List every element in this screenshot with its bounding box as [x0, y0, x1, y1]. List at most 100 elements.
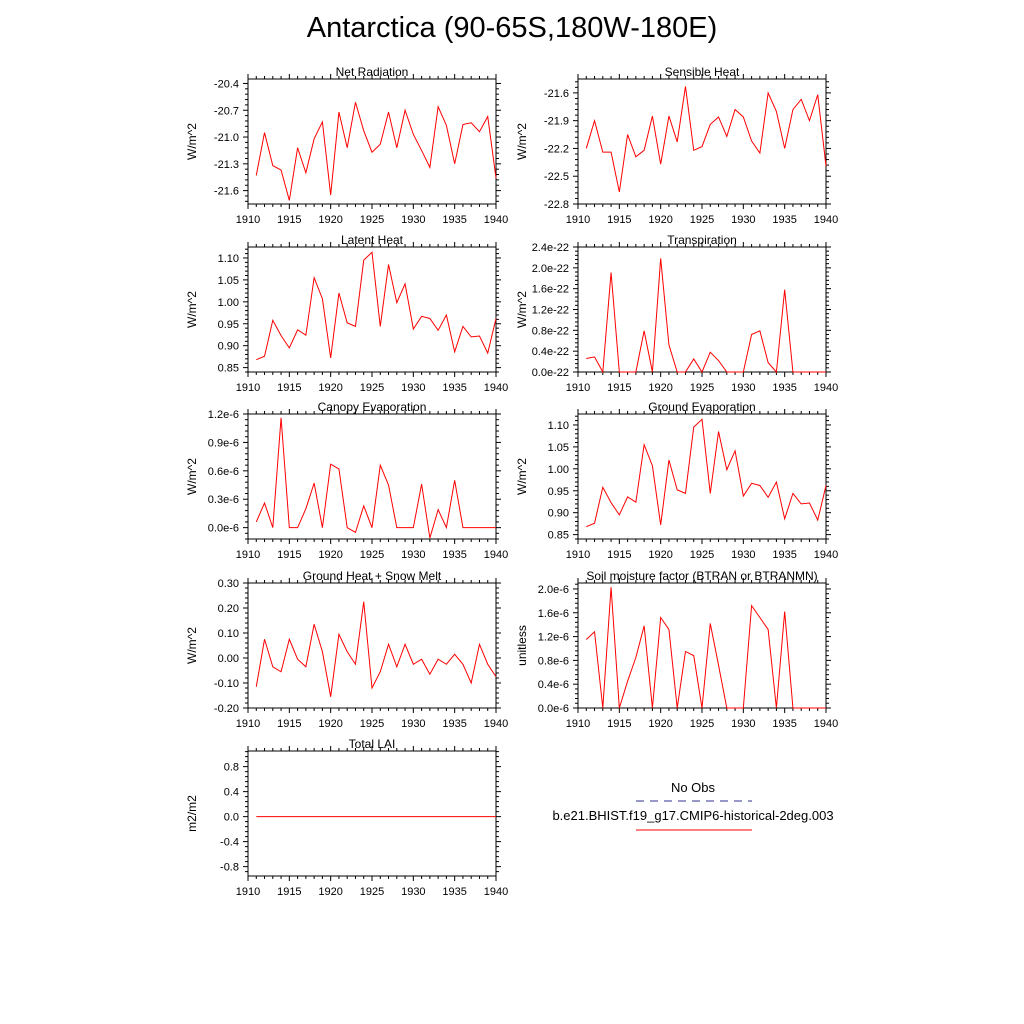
- y-tick-label: -21.6: [214, 186, 239, 198]
- y-tick-label: 0.4: [224, 787, 239, 799]
- plot-frame: [577, 78, 827, 205]
- y-tick-label: 0.90: [218, 341, 239, 353]
- y-tick-label: 1.2e-22: [532, 305, 569, 317]
- y-tick-label: 1.00: [548, 464, 569, 476]
- panel-net-radiation: Net Radiation W/m^2 1910 1915 1920 1925 1930 19…: [185, 65, 508, 226]
- y-axis-label: W/m^2: [515, 458, 529, 495]
- plot-frame: [577, 246, 827, 373]
- x-tick-label: 1940: [484, 886, 508, 898]
- y-axis-label: m2/m2: [185, 795, 199, 832]
- x-tick-label: 1915: [607, 382, 631, 394]
- y-tick-label: 0.0e-22: [532, 367, 569, 379]
- y-tick-label: 1.05: [548, 442, 569, 454]
- x-tick-label: 1935: [772, 549, 796, 561]
- x-tick-label: 1915: [607, 549, 631, 561]
- panel-ground-heat-snow-melt: Ground Heat + Snow Melt W/m^2 1910 1915 1920…: [185, 569, 508, 730]
- legend-model-label: b.e21.BHIST.f19_g17.CMIP6-historical-2de…: [552, 808, 833, 823]
- y-tick-label: 2.4e-22: [532, 242, 569, 254]
- x-tick-label: 1935: [772, 718, 796, 730]
- x-tick-label: 1910: [566, 382, 590, 394]
- x-tick-label: 1940: [814, 718, 838, 730]
- x-tick-label: 1930: [731, 549, 755, 561]
- x-tick-label: 1940: [814, 214, 838, 226]
- x-tick-label: 1910: [566, 214, 590, 226]
- x-tick-label: 1925: [690, 214, 714, 226]
- y-tick-label: 2.0e-6: [538, 584, 569, 596]
- x-tick-label: 1940: [814, 382, 838, 394]
- x-tick-label: 1920: [648, 382, 672, 394]
- y-tick-label: -21.6: [544, 88, 569, 100]
- series-line-ground-evaporation: [586, 418, 827, 528]
- x-tick-label: 1935: [442, 886, 466, 898]
- x-tick-label: 1910: [566, 718, 590, 730]
- y-tick-label: -20.7: [214, 105, 239, 117]
- y-tick-label: 0.0: [224, 812, 239, 824]
- figure-title: Antarctica (90-65S,180W-180E): [306, 12, 718, 44]
- x-tick-label: 1915: [607, 718, 631, 730]
- series-line-soil-moisture-factor-btran-or-btranmn: [585, 587, 826, 709]
- plot-frame: [247, 582, 497, 709]
- y-tick-label: 0.8e-22: [532, 325, 569, 337]
- panel-title: Net Radiation: [336, 65, 409, 79]
- x-tick-label: 1935: [442, 214, 466, 226]
- y-tick-label: -20.4: [214, 78, 239, 90]
- y-tick-label: 0.00: [218, 653, 239, 665]
- y-tick-label: -0.4: [220, 837, 239, 849]
- y-axis-label: W/m^2: [185, 123, 199, 160]
- x-tick-label: 1925: [360, 214, 384, 226]
- panel-title: Ground Heat + Snow Melt: [303, 569, 442, 583]
- y-tick-label: -0.8: [220, 862, 239, 874]
- y-tick-label: -21.3: [214, 159, 239, 171]
- x-tick-label: 1940: [484, 214, 508, 226]
- x-tick-label: 1920: [318, 886, 342, 898]
- x-tick-label: 1920: [318, 549, 342, 561]
- x-tick-label: 1940: [484, 718, 508, 730]
- y-tick-label: 0.4e-6: [538, 679, 569, 691]
- x-tick-label: 1930: [401, 718, 425, 730]
- x-tick-label: 1940: [484, 549, 508, 561]
- y-tick-label: 0.6e-6: [208, 466, 239, 478]
- series-line-ground-heat-snow-melt: [255, 601, 497, 697]
- x-tick-label: 1925: [360, 886, 384, 898]
- x-tick-label: 1935: [442, 718, 466, 730]
- panel-transpiration: Transpiration W/m^2 1910 1915 1920 1925 1930 19…: [515, 233, 838, 394]
- x-tick-label: 1935: [772, 214, 796, 226]
- panel-title: Total LAI: [349, 737, 396, 751]
- y-axis-label: W/m^2: [515, 123, 529, 160]
- x-tick-label: 1930: [401, 214, 425, 226]
- x-tick-label: 1915: [277, 549, 301, 561]
- x-tick-label: 1935: [442, 382, 466, 394]
- x-tick-label: 1920: [648, 214, 672, 226]
- plot-frame: [247, 750, 497, 877]
- y-tick-label: 1.10: [218, 253, 239, 265]
- y-tick-label: 0.0e-6: [208, 523, 239, 535]
- x-tick-label: 1935: [772, 382, 796, 394]
- series-line-transpiration: [586, 258, 826, 374]
- y-tick-label: 0.20: [218, 603, 239, 615]
- panel-canopy-evaporation: Canopy Evaporation W/m^2 1910 1915 1920 1925 1…: [185, 400, 508, 561]
- y-axis-label: W/m^2: [185, 627, 199, 664]
- y-tick-label: 0.90: [548, 508, 569, 520]
- series-line-canopy-evaporation: [255, 417, 496, 539]
- y-tick-label: 0.95: [548, 486, 569, 498]
- x-tick-label: 1925: [690, 382, 714, 394]
- x-tick-label: 1920: [318, 718, 342, 730]
- series-line-net-radiation: [255, 102, 497, 201]
- series-line-sensible-heat: [585, 86, 827, 193]
- x-tick-label: 1940: [484, 382, 508, 394]
- y-tick-label: 1.05: [218, 275, 239, 287]
- x-tick-label: 1925: [360, 549, 384, 561]
- y-tick-label: -0.20: [214, 703, 239, 715]
- y-tick-label: 1.6e-22: [532, 284, 569, 296]
- x-tick-label: 1925: [690, 718, 714, 730]
- panel-latent-heat: Latent Heat W/m^2 1910 1915 1920 1925 1930 1935…: [185, 233, 508, 394]
- y-tick-label: -21.9: [544, 116, 569, 128]
- y-tick-label: 0.3e-6: [208, 494, 239, 506]
- legend: No Obs b.e21.BHIST.f19_g17.CMIP6-histori…: [552, 780, 834, 831]
- y-tick-label: 0.0e-6: [538, 703, 569, 715]
- y-axis-label: W/m^2: [515, 291, 529, 328]
- x-tick-label: 1935: [442, 549, 466, 561]
- x-tick-label: 1920: [318, 214, 342, 226]
- panel-soil-moisture-factor-btran-or-btranmn: Soil moisture factor (BTRAN or BTRANMN) u…: [515, 569, 838, 730]
